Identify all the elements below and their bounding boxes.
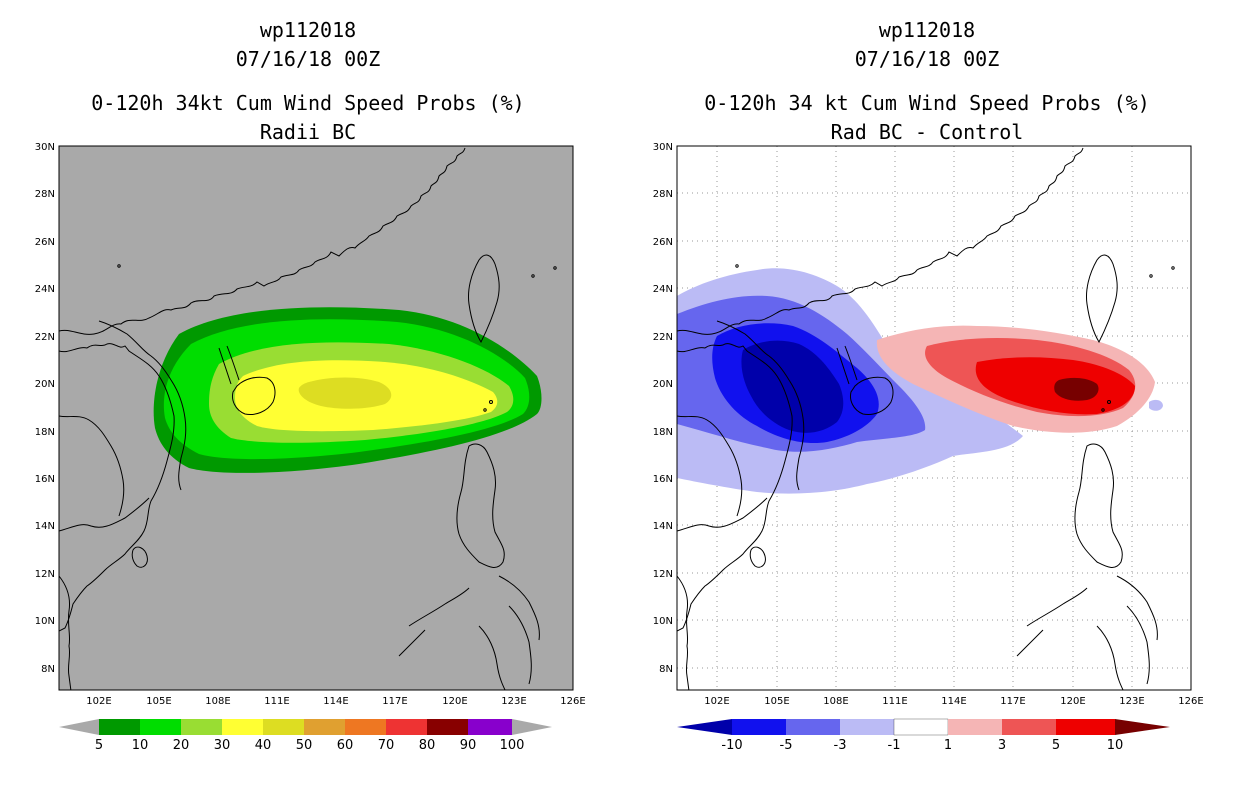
- lat-tick: 10N: [35, 616, 55, 627]
- left-lat-ticks: 30N 28N 26N 24N 22N 20N 18N 16N 14N 12N …: [35, 142, 55, 675]
- left-chart-title: 0-120h 34kt Cum Wind Speed Probs (%): [91, 91, 525, 115]
- lat-tick: 12N: [35, 569, 55, 580]
- left-lon-ticks: 102E 105E 108E 111E 114E 117E 120E 123E …: [86, 696, 585, 707]
- lat-tick: 8N: [41, 664, 55, 675]
- colorbar-label: 5: [95, 738, 103, 753]
- right-datetime: 07/16/18 00Z: [854, 47, 1000, 71]
- colorbar-swatch: [427, 719, 468, 735]
- right-chart-subtitle: Rad BC - Control: [830, 120, 1024, 144]
- left-storm-id: wp112018: [259, 18, 357, 42]
- lon-tick: 102E: [86, 696, 111, 707]
- lat-tick: 28N: [35, 189, 55, 200]
- colorbar-label: 20: [173, 738, 190, 753]
- colorbar-swatch: [304, 719, 345, 735]
- colorbar-label: 80: [419, 738, 436, 753]
- colorbar-swatch: [345, 719, 386, 735]
- lat-tick: 26N: [35, 237, 55, 248]
- lon-tick: 117E: [382, 696, 407, 707]
- colorbar-low-arrow: [59, 719, 99, 735]
- colorbar-swatch: [468, 719, 512, 735]
- lon-tick: 108E: [205, 696, 230, 707]
- colorbar-swatch: [181, 719, 222, 735]
- colorbar-swatch: [386, 719, 427, 735]
- colorbar-swatch: [263, 719, 304, 735]
- lon-tick: 126E: [560, 696, 585, 707]
- lon-tick: 114E: [323, 696, 348, 707]
- colorbar-label: 10: [132, 738, 149, 753]
- colorbar-swatch: [222, 719, 263, 735]
- colorbar-swatch: [99, 719, 140, 735]
- colorbar-label: 100: [500, 738, 525, 753]
- right-chart-title: 0-120h 34 kt Cum Wind Speed Probs (%): [704, 91, 1150, 115]
- lat-tick: 22N: [35, 332, 55, 343]
- left-chart-subtitle: Radii BC: [259, 120, 357, 144]
- right-storm-id: wp112018: [878, 18, 976, 42]
- lat-tick: 30N: [35, 142, 55, 153]
- colorbar-label: 30: [214, 738, 231, 753]
- lon-tick: 120E: [442, 696, 467, 707]
- colorbar-high-arrow: [512, 719, 552, 735]
- lat-tick: 16N: [35, 474, 55, 485]
- lon-tick: 111E: [264, 696, 289, 707]
- lat-tick: 20N: [35, 379, 55, 390]
- lon-tick: 105E: [146, 696, 171, 707]
- lat-tick: 24N: [35, 284, 55, 295]
- colorbar-label: 40: [255, 738, 272, 753]
- lat-tick: 14N: [35, 521, 55, 532]
- colorbar-label: 70: [378, 738, 395, 753]
- lon-tick: 123E: [501, 696, 526, 707]
- left-datetime: 07/16/18 00Z: [235, 47, 381, 71]
- left-probability-contours: [153, 307, 542, 473]
- lat-tick: 18N: [35, 427, 55, 438]
- colorbar-label: 60: [337, 738, 354, 753]
- colorbar-swatch: [140, 719, 181, 735]
- colorbar-label: 90: [460, 738, 477, 753]
- colorbar-label: 50: [296, 738, 313, 753]
- left-colorbar: 5 10 20 30 40 50 60 70 80 90 100: [59, 719, 552, 753]
